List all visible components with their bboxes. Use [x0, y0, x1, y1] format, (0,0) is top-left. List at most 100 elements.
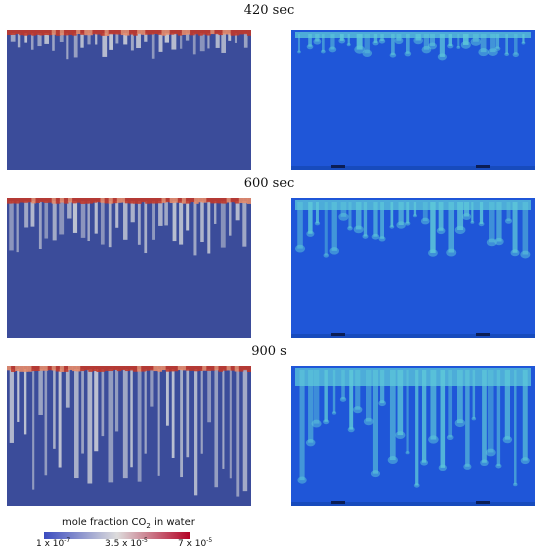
surface-layer: [222, 366, 228, 371]
surface-layer: [11, 198, 16, 204]
surface-layer: [230, 366, 236, 371]
plume-tip: [353, 406, 363, 414]
plume-tip: [462, 212, 472, 221]
plume-tip: [512, 52, 519, 58]
concentration-finger: [243, 33, 248, 48]
plume-tip: [520, 250, 531, 259]
concentration-finger: [95, 33, 98, 45]
plume-tip: [428, 42, 437, 50]
surface-layer: [153, 366, 158, 372]
surface-layer: [202, 198, 207, 203]
surface-layer: [242, 30, 248, 35]
concentration-finger: [136, 33, 141, 49]
concentration-finger: [59, 33, 64, 42]
concentration-finger: [37, 33, 42, 47]
surface-layer: [161, 30, 167, 36]
surface-layer: [27, 366, 32, 372]
surface-layer: [104, 30, 110, 36]
plume-finger: [465, 370, 470, 467]
surface-layer: [129, 198, 134, 204]
plume-finger: [438, 202, 444, 231]
surface-layer: [51, 30, 57, 35]
plume-tip: [520, 457, 530, 465]
surface-layer: [19, 366, 24, 372]
concentration-finger: [30, 201, 35, 227]
surface-layer: [226, 366, 232, 371]
plume-finger: [504, 370, 510, 440]
plume-finger: [479, 202, 484, 224]
concentration-finger: [179, 33, 183, 49]
surface-layer: [35, 30, 41, 35]
concentration-finger: [16, 201, 19, 253]
plume-finger: [322, 34, 325, 52]
concentration-finger: [207, 201, 211, 254]
concentration-finger: [87, 33, 91, 45]
plume-tip: [329, 247, 340, 255]
plume-tip: [480, 459, 489, 467]
surface-layer: [226, 198, 232, 203]
surface-layer: [88, 366, 93, 372]
plume-finger: [341, 370, 345, 400]
plume-tip: [306, 44, 314, 50]
plume-finger: [464, 202, 470, 217]
plume-tip: [470, 220, 475, 224]
experiment-image: [291, 32, 535, 170]
experiment-image: [291, 368, 535, 506]
concentration-finger: [108, 369, 114, 483]
surface-layer: [198, 198, 203, 203]
surface-layer: [177, 30, 183, 36]
surface-layer: [7, 30, 12, 35]
concentration-finger: [164, 201, 168, 226]
surface-layer: [23, 30, 28, 36]
plume-finger: [308, 34, 312, 47]
plume-finger: [423, 34, 430, 50]
plume-finger: [457, 202, 464, 230]
concentration-finger: [185, 33, 190, 41]
surface-layer: [246, 30, 251, 36]
concentration-finger: [228, 33, 232, 41]
surface-layer: [23, 366, 28, 372]
surface-layer: [173, 30, 179, 35]
time-label-420: 420 sec: [243, 3, 295, 18]
plume-tip: [463, 463, 472, 470]
surface-layer: [149, 366, 154, 371]
colorbar-tick-min: 1 x 10-7: [36, 537, 71, 550]
simulation-field: [7, 198, 251, 256]
tank-bottom: [291, 334, 535, 338]
plume-tip: [313, 38, 322, 45]
surface-layer: [214, 30, 219, 35]
surface-layer: [149, 198, 154, 204]
plume-tip: [413, 483, 420, 488]
surface-layer: [129, 30, 134, 35]
surface-layer: [222, 198, 228, 204]
tank-foot: [331, 333, 345, 336]
surface-layer: [246, 198, 251, 204]
surface-layer: [35, 366, 41, 372]
concentration-finger: [38, 369, 43, 415]
concentration-finger: [123, 33, 128, 45]
plume-tip: [413, 36, 423, 45]
surface-layer: [39, 366, 45, 371]
plume-tip: [323, 253, 330, 258]
surface-layer: [165, 366, 171, 372]
plume-finger: [364, 34, 370, 54]
plume-tip: [395, 431, 406, 440]
concentration-finger: [130, 33, 134, 51]
surface-layer: [238, 366, 244, 372]
plume-finger: [380, 34, 384, 42]
plume-tip: [513, 482, 518, 487]
plume-band: [295, 32, 531, 38]
plume-finger: [514, 370, 517, 485]
plume-finger: [389, 370, 396, 461]
concentration-finger: [242, 369, 248, 492]
surface-layer: [39, 198, 45, 203]
surface-layer: [31, 366, 36, 372]
plume-tip: [454, 225, 466, 235]
concentration-finger: [114, 369, 119, 432]
simulation-panel-900: [7, 366, 251, 506]
concentration-finger: [172, 201, 177, 242]
plume-tip: [405, 451, 410, 455]
simulation-panel-600: [7, 198, 251, 338]
plume-tip: [378, 400, 386, 407]
plume-finger: [315, 34, 320, 42]
